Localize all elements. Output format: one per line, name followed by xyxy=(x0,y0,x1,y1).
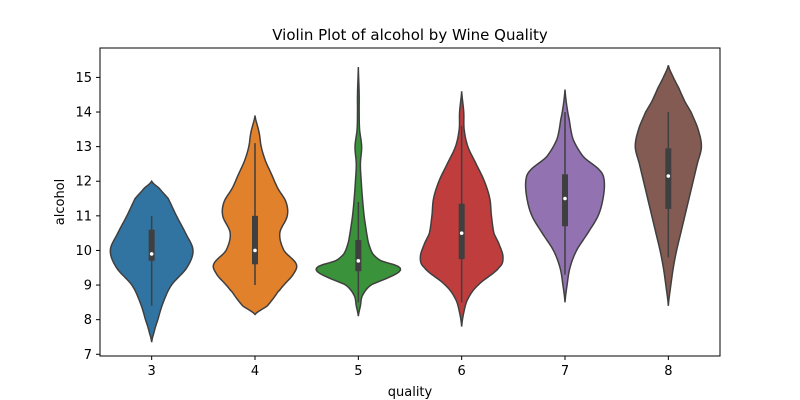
violin-median-point xyxy=(563,196,567,201)
violin-iqr-box xyxy=(252,215,258,265)
y-tick-label: 13 xyxy=(75,140,92,155)
violin-median-point xyxy=(253,248,257,253)
y-tick-label: 15 xyxy=(75,71,92,86)
violin-body xyxy=(315,67,402,317)
violin-iqr-box xyxy=(355,240,362,272)
y-tick-label: 12 xyxy=(75,175,92,190)
violin-median-point xyxy=(149,252,154,256)
y-tick-label: 10 xyxy=(75,244,92,259)
violin-median-point xyxy=(356,259,361,263)
x-tick-label: 6 xyxy=(458,364,466,379)
y-tick-label: 9 xyxy=(84,279,92,294)
violin-median-point xyxy=(666,174,671,178)
x-tick-label: 4 xyxy=(251,364,259,379)
x-axis-label: quality xyxy=(388,385,433,400)
x-tick-label: 3 xyxy=(148,364,156,379)
y-tick-label: 7 xyxy=(84,348,92,363)
y-axis-label: alcohol xyxy=(53,179,68,225)
x-tick-label: 5 xyxy=(354,364,362,379)
x-tick-label: 8 xyxy=(664,364,672,379)
y-tick-label: 8 xyxy=(84,313,92,328)
plot-frame xyxy=(99,47,721,357)
x-tick-label: 7 xyxy=(561,364,569,379)
violin-median-point xyxy=(459,231,464,235)
violin-iqr-box xyxy=(148,229,155,261)
plot-area: 7 8 9 10 11 12 13 14 15 3 4 5 6 7 8 xyxy=(75,65,703,379)
chart-title: Violin Plot of alcohol by Wine Quality xyxy=(272,26,548,44)
y-tick-label: 11 xyxy=(75,209,92,224)
violin-iqr-box xyxy=(665,148,672,209)
y-tick-label: 14 xyxy=(75,106,92,121)
